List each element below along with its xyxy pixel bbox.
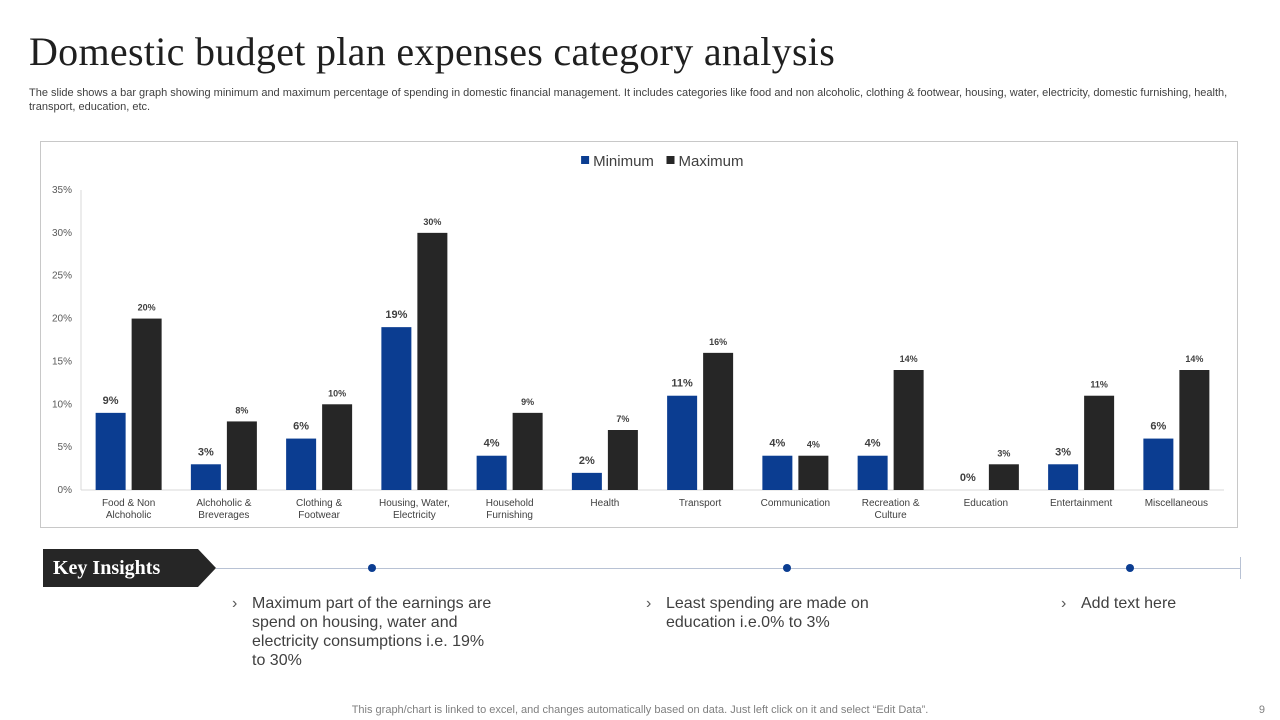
timeline-dot-3: [1126, 564, 1134, 572]
y-tick-label: 10%: [52, 399, 72, 410]
data-label-minimum: 2%: [579, 455, 595, 467]
page-number: 9: [1258, 704, 1265, 716]
x-tick-label: Culture: [875, 510, 908, 521]
data-label-maximum: 9%: [521, 397, 534, 407]
bar-minimum: [95, 412, 126, 490]
insight-text-1: Maximum part of the earnings are spend o…: [252, 595, 492, 669]
chart-canvas: 0% 5% 10% 15% 20% 25% 30% 35% Minimum Maximum 9% 20…: [52, 153, 1224, 521]
chevron-right-icon: ›: [1061, 595, 1067, 612]
bar-maximum: [1084, 395, 1115, 490]
legend-swatch-maximum: [666, 156, 675, 164]
x-tick-label: Electricity: [393, 510, 436, 521]
slide-description: The slide shows a bar graph showing mini…: [29, 87, 1228, 113]
x-tick-label: Transport: [679, 498, 722, 509]
timeline-dot-1: [368, 564, 376, 572]
footer-note: This graph/chart is linked to excel, and…: [351, 704, 929, 716]
x-tick-label: Furnishing: [486, 510, 533, 521]
data-label-minimum: 4%: [769, 438, 785, 450]
data-label-maximum: 10%: [328, 388, 346, 398]
data-label-maximum: 3%: [997, 448, 1010, 458]
data-label-minimum: 19%: [385, 309, 407, 321]
bar-minimum: [667, 395, 698, 490]
bar-maximum: [417, 232, 448, 490]
insight-text-2: Least spending are made on education i.e…: [666, 595, 869, 631]
data-label-minimum: 6%: [1150, 421, 1166, 433]
bar-chart[interactable]: 0% 5% 10% 15% 20% 25% 30% 35% Minimum Maximum 9% 20…: [40, 141, 1238, 528]
data-label-minimum: 4%: [484, 438, 500, 450]
y-tick-label: 15%: [52, 356, 72, 367]
bar-maximum: [798, 455, 829, 490]
bar-minimum: [857, 455, 888, 490]
data-label-minimum: 9%: [103, 395, 119, 407]
data-label-maximum: 11%: [1090, 380, 1108, 390]
bar-maximum: [607, 430, 638, 490]
y-tick-label: 20%: [52, 314, 72, 325]
data-label-minimum: 3%: [1055, 446, 1071, 458]
key-insights-tag: Key Insights: [43, 549, 216, 587]
bar-minimum: [762, 455, 793, 490]
bar-maximum: [322, 404, 353, 490]
data-label-minimum: 6%: [293, 421, 309, 433]
data-label-maximum: 16%: [709, 337, 727, 347]
y-tick-label: 5%: [58, 442, 73, 453]
bar-minimum: [381, 327, 412, 490]
bar-maximum: [226, 421, 257, 490]
data-label-maximum: 20%: [138, 303, 156, 313]
timeline-end-cap: [1240, 557, 1241, 579]
data-label-minimum: 4%: [865, 438, 881, 450]
x-tick-label: Alchoholic: [106, 510, 152, 521]
bar-minimum: [1143, 438, 1174, 490]
x-tick-label: Breverages: [198, 510, 249, 521]
data-label-maximum: 7%: [616, 414, 629, 424]
timeline-dot-2: [783, 564, 791, 572]
bar-minimum: [571, 472, 602, 490]
legend-swatch-minimum: [581, 156, 590, 164]
insight-text-3: Add text here: [1081, 595, 1177, 612]
data-label-minimum: 0%: [960, 472, 976, 484]
data-label-minimum: 11%: [671, 378, 693, 390]
bar-maximum: [512, 412, 543, 490]
x-tick-label: Alchoholic &: [196, 498, 251, 509]
legend-label-maximum: Maximum: [679, 153, 744, 170]
data-label-maximum: 14%: [900, 354, 918, 364]
bar-minimum: [1048, 464, 1079, 490]
x-tick-label: Education: [964, 498, 1008, 509]
x-tick-label: Miscellaneous: [1145, 498, 1208, 509]
x-tick-label: Communication: [761, 498, 830, 509]
y-tick-label: 25%: [52, 271, 72, 282]
bar-maximum: [1179, 370, 1210, 490]
x-tick-label: Food & Non: [102, 498, 155, 509]
data-label-maximum: 4%: [807, 440, 820, 450]
bar-maximum: [703, 352, 734, 490]
bar-maximum: [131, 318, 162, 490]
x-tick-label: Footwear: [298, 510, 340, 521]
bar-maximum: [893, 370, 924, 490]
y-tick-label: 0%: [58, 485, 73, 496]
x-tick-label: Entertainment: [1050, 498, 1112, 509]
data-label-minimum: 3%: [198, 446, 214, 458]
y-tick-label: 30%: [52, 228, 72, 239]
legend-label-minimum: Minimum: [593, 153, 654, 170]
bar-minimum: [476, 455, 507, 490]
x-tick-label: Clothing &: [296, 498, 342, 509]
x-tick-label: Recreation &: [862, 498, 920, 509]
bar-maximum: [988, 464, 1019, 490]
y-tick-label: 35%: [52, 185, 72, 196]
chevron-right-icon: ›: [646, 595, 652, 612]
bar-minimum: [190, 464, 221, 490]
page-title: Domestic budget plan expenses category a…: [29, 29, 836, 74]
bar-minimum: [286, 438, 317, 490]
data-label-maximum: 8%: [235, 405, 248, 415]
x-tick-label: Health: [590, 498, 619, 509]
data-label-maximum: 30%: [423, 217, 441, 227]
x-tick-label: Household: [486, 498, 534, 509]
chevron-right-icon: ›: [232, 595, 238, 612]
timeline-line: [216, 568, 1240, 569]
x-tick-label: Housing, Water,: [379, 498, 450, 509]
data-label-maximum: 14%: [1185, 354, 1203, 364]
